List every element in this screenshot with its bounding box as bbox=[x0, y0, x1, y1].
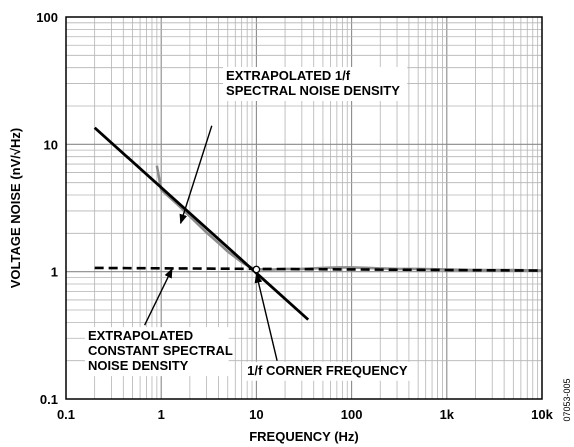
annotation-background bbox=[223, 67, 408, 102]
x-tick-label: 1k bbox=[440, 407, 455, 422]
series-line-extrapolated-1-f bbox=[93, 126, 310, 321]
y-tick-label: 1 bbox=[51, 265, 58, 280]
annotation-line: SPECTRAL NOISE DENSITY bbox=[226, 83, 400, 98]
y-tick-label: 100 bbox=[36, 10, 58, 25]
series-line-measured bbox=[155, 165, 543, 272]
plot-frame bbox=[65, 16, 543, 400]
tick-labels: 0.1 1 10 100 1k 10k 0.1 1 10 100 bbox=[36, 10, 553, 422]
annotation-line: NOISE DENSITY bbox=[88, 358, 189, 373]
annotation-line: EXTRAPOLATED 1/f bbox=[226, 68, 351, 83]
annotation-text: 1/f CORNER FREQUENCY bbox=[247, 363, 408, 378]
y-axis-title: VOLTAGE NOISE (nV/√Hz) bbox=[8, 128, 23, 289]
grid bbox=[66, 17, 542, 399]
corner-frequency-point bbox=[252, 265, 261, 274]
x-tick-label: 10 bbox=[249, 407, 263, 422]
annotation-line: EXTRAPOLATED bbox=[88, 328, 193, 343]
x-axis-title: FREQUENCY (Hz) bbox=[249, 429, 359, 444]
x-tick-label: 1 bbox=[158, 407, 165, 422]
annotation-line: 1/f CORNER FREQUENCY bbox=[247, 363, 408, 378]
annotation-arrow bbox=[254, 272, 278, 361]
annotation-text: EXTRAPOLATED 1/f SPECTRAL NOISE DENSITY bbox=[226, 68, 400, 98]
annotations: EXTRAPOLATED 1/f SPECTRAL NOISE DENSITYEX… bbox=[84, 67, 413, 381]
x-tick-label: 10k bbox=[531, 407, 553, 422]
x-tick-label: 0.1 bbox=[57, 407, 75, 422]
y-tick-label: 0.1 bbox=[40, 392, 58, 407]
annotation-arrow bbox=[144, 268, 173, 326]
annotation-arrow bbox=[179, 125, 213, 225]
annotation-background bbox=[84, 327, 229, 377]
x-tick-label: 100 bbox=[341, 407, 363, 422]
annotation-background bbox=[244, 361, 413, 381]
y-tick-label: 10 bbox=[44, 137, 58, 152]
annotation-text: EXTRAPOLATED CONSTANT SPECTRAL NOISE DENSI… bbox=[88, 328, 233, 373]
figure-id: 07053-005 bbox=[562, 378, 572, 421]
annotation-line: CONSTANT SPECTRAL bbox=[88, 343, 233, 358]
